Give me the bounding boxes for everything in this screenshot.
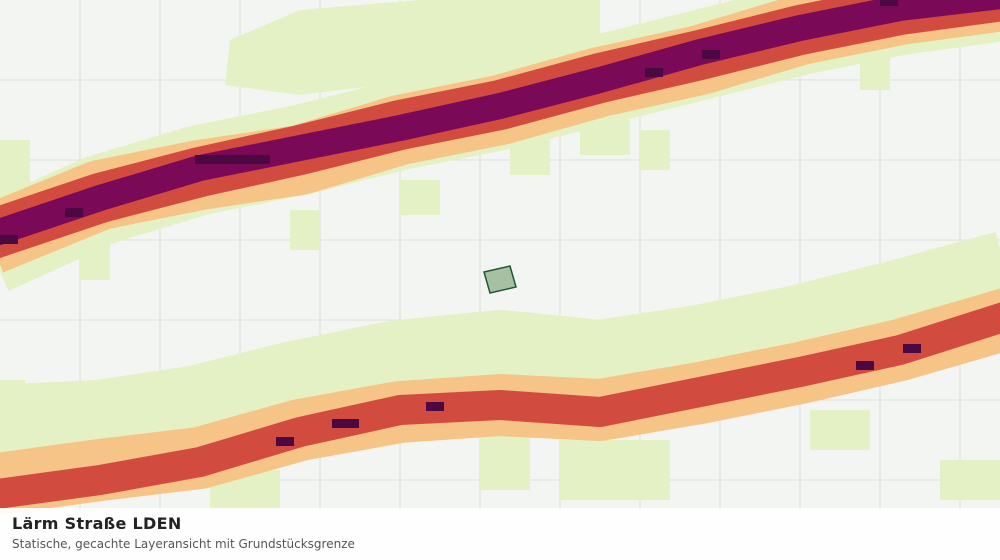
noise-patch	[645, 68, 663, 77]
noise-band-very-high	[0, 0, 1000, 246]
noise-zone-extreme	[0, 0, 921, 446]
noise-patch	[880, 0, 898, 6]
noise-patch	[400, 180, 440, 215]
parcel-boundary[interactable]	[483, 265, 517, 294]
noise-patch	[903, 344, 921, 353]
noise-patch	[276, 437, 294, 446]
noise-patch	[195, 155, 270, 164]
noise-patch	[560, 440, 670, 500]
noise-band-low	[0, 231, 1000, 495]
layer-subtitle: Statische, gecachte Layeransicht mit Gru…	[12, 537, 355, 551]
noise-patch	[640, 130, 670, 170]
noise-patch	[940, 460, 1000, 500]
noise-patch	[290, 210, 320, 250]
noise-bands	[0, 0, 1000, 515]
noise-band-high	[0, 302, 1000, 509]
layer-title: Lärm Straße LDEN	[12, 514, 182, 533]
noise-patch	[702, 50, 720, 59]
noise-patch	[426, 402, 444, 411]
noise-patch	[332, 419, 359, 428]
noise-patch	[480, 430, 530, 490]
noise-patch	[0, 235, 18, 244]
noise-patch	[856, 361, 874, 370]
noise-patch	[65, 208, 83, 217]
map-caption: Lärm Straße LDEN Statische, gecachte Lay…	[0, 508, 1000, 560]
noise-patch	[810, 410, 870, 450]
